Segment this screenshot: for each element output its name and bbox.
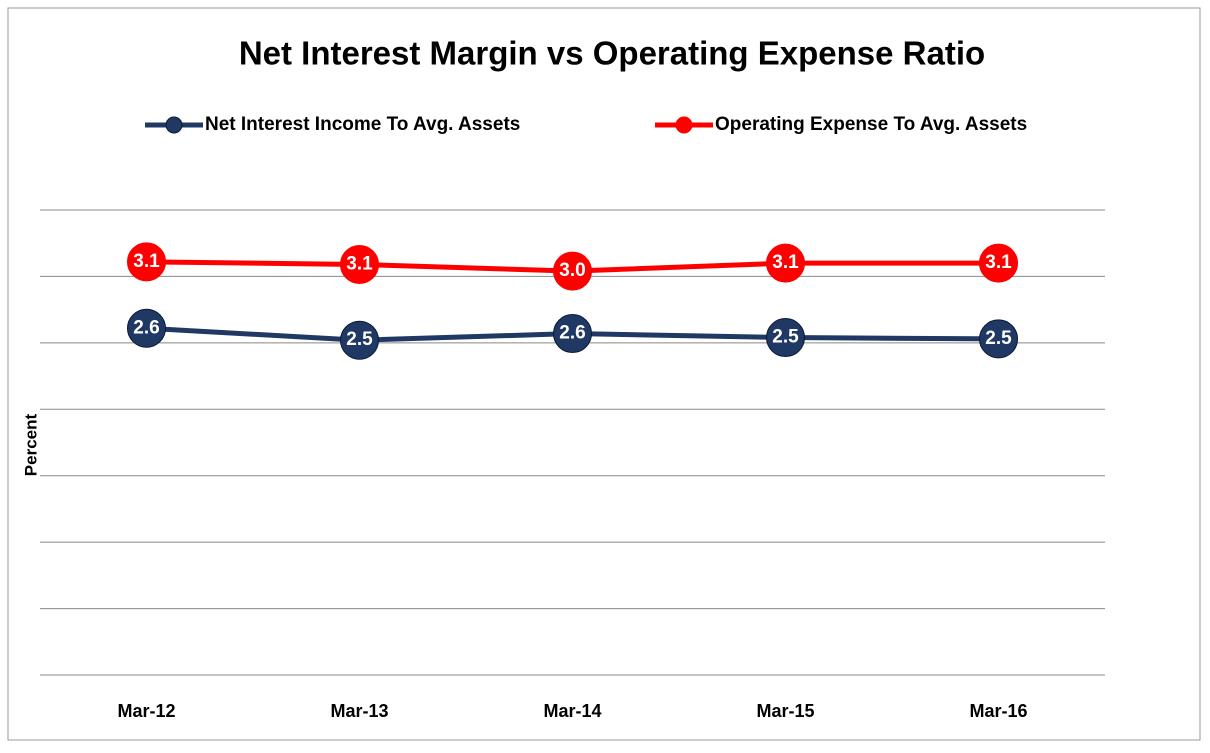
x-tick-label: Mar-12: [117, 701, 175, 721]
data-label: 2.6: [559, 323, 585, 344]
data-label: 2.6: [133, 317, 159, 338]
legend-marker: [165, 116, 183, 134]
data-point: [979, 319, 1018, 359]
data-label: 2.5: [346, 329, 373, 350]
chart-title: Net Interest Margin vs Operating Expense…: [239, 35, 985, 72]
data-point: [340, 244, 379, 284]
data-label: 2.5: [985, 328, 1012, 349]
data-point: [979, 243, 1018, 283]
legend-marker: [675, 116, 693, 134]
x-tick-label: Mar-16: [969, 701, 1027, 721]
x-tick-label: Mar-13: [330, 701, 388, 721]
y-axis-label: Percent: [21, 413, 40, 476]
data-point: [766, 318, 805, 358]
data-label: 3.0: [559, 260, 585, 281]
legend-label: Net Interest Income To Avg. Assets: [205, 114, 520, 135]
legend-label: Operating Expense To Avg. Assets: [715, 114, 1027, 135]
data-label: 3.1: [985, 252, 1012, 273]
data-point: [553, 314, 592, 354]
data-point: [766, 243, 805, 283]
data-label: 3.1: [346, 253, 373, 274]
data-point: [127, 308, 166, 348]
x-tick-label: Mar-14: [543, 701, 601, 721]
data-label: 3.1: [133, 251, 160, 272]
x-tick-label: Mar-15: [756, 701, 814, 721]
data-label: 2.5: [772, 327, 799, 348]
chart-border: [7, 7, 1201, 741]
data-point: [127, 242, 166, 282]
data-label: 3.1: [772, 252, 799, 273]
data-point: [340, 320, 379, 360]
data-point: [553, 251, 592, 291]
